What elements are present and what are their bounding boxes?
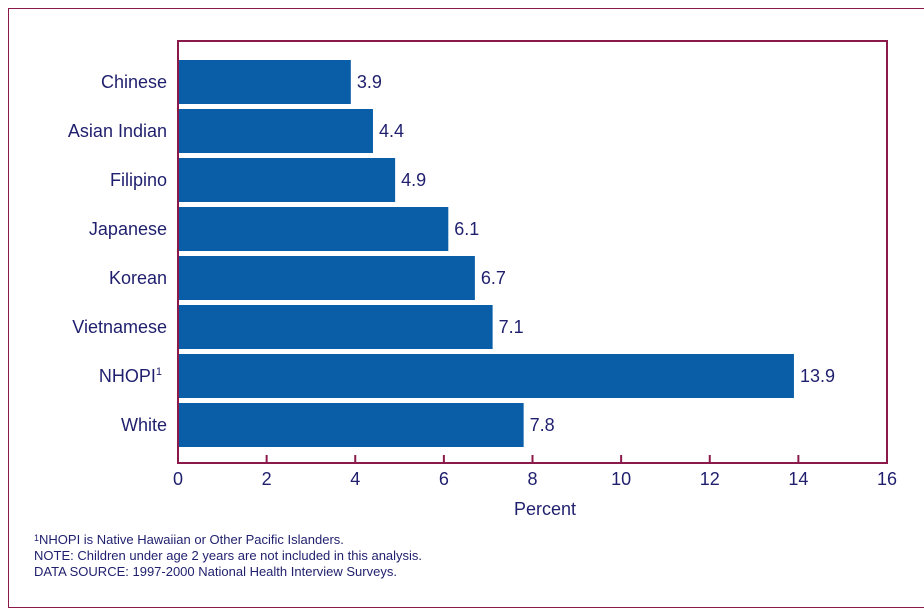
x-tick-label: 0 <box>173 469 183 489</box>
data-label: 6.1 <box>454 219 479 239</box>
x-tick-label: 10 <box>611 469 631 489</box>
bar <box>178 60 351 104</box>
data-label: 13.9 <box>800 366 835 386</box>
bar <box>178 403 524 447</box>
x-tick-label: 4 <box>350 469 360 489</box>
bar <box>178 305 493 349</box>
data-label: 3.9 <box>357 72 382 92</box>
footnote-text: NHOPI is Native Hawaiian or Other Pacifi… <box>39 532 344 547</box>
data-label: 4.4 <box>379 121 404 141</box>
data-label: 7.8 <box>530 415 555 435</box>
data-label: 7.1 <box>499 317 524 337</box>
plot-frame <box>177 40 888 464</box>
bars-layer <box>178 60 794 447</box>
footnotes: 1NHOPI is Native Hawaiian or Other Pacif… <box>34 532 422 580</box>
labels-layer: 3.9 Chinese 4.4 Asian Indian 4.9 Filipino 6.1 J… <box>68 72 835 435</box>
category-label: Chinese <box>101 72 167 92</box>
bar <box>178 109 373 153</box>
category-label: White <box>121 415 167 435</box>
data-label: 6.7 <box>481 268 506 288</box>
category-label: NHOPI1 <box>99 366 162 386</box>
category-label: Filipino <box>110 170 167 190</box>
x-tick-label: 16 <box>877 469 897 489</box>
category-label: Asian Indian <box>68 121 167 141</box>
x-tick-label: 6 <box>439 469 449 489</box>
data-label: 4.9 <box>401 170 426 190</box>
axis-layer: 0 2 4 6 8 10 12 14 16 <box>173 40 897 489</box>
x-tick-label: 12 <box>700 469 720 489</box>
x-tick-label: 8 <box>527 469 537 489</box>
data-source-text: DATA SOURCE: 1997-2000 National Health I… <box>34 564 397 579</box>
x-axis-title: Percent <box>514 499 576 519</box>
bar <box>178 158 396 202</box>
bar <box>178 207 449 251</box>
category-label: Japanese <box>89 219 167 239</box>
category-label: Vietnamese <box>72 317 167 337</box>
footnote-marker: 1 <box>34 533 40 543</box>
bar-chart: 3.9 Chinese 4.4 Asian Indian 4.9 Filipino 6.1 J… <box>68 40 897 519</box>
footnote-line: 1NHOPI is Native Hawaiian or Other Pacif… <box>34 532 422 548</box>
x-tick-label: 2 <box>262 469 272 489</box>
category-label: Korean <box>109 268 167 288</box>
note-text: NOTE: Children under age 2 years are not… <box>34 548 423 563</box>
bar <box>178 354 794 398</box>
x-tick-label: 14 <box>788 469 808 489</box>
bar <box>178 256 475 300</box>
